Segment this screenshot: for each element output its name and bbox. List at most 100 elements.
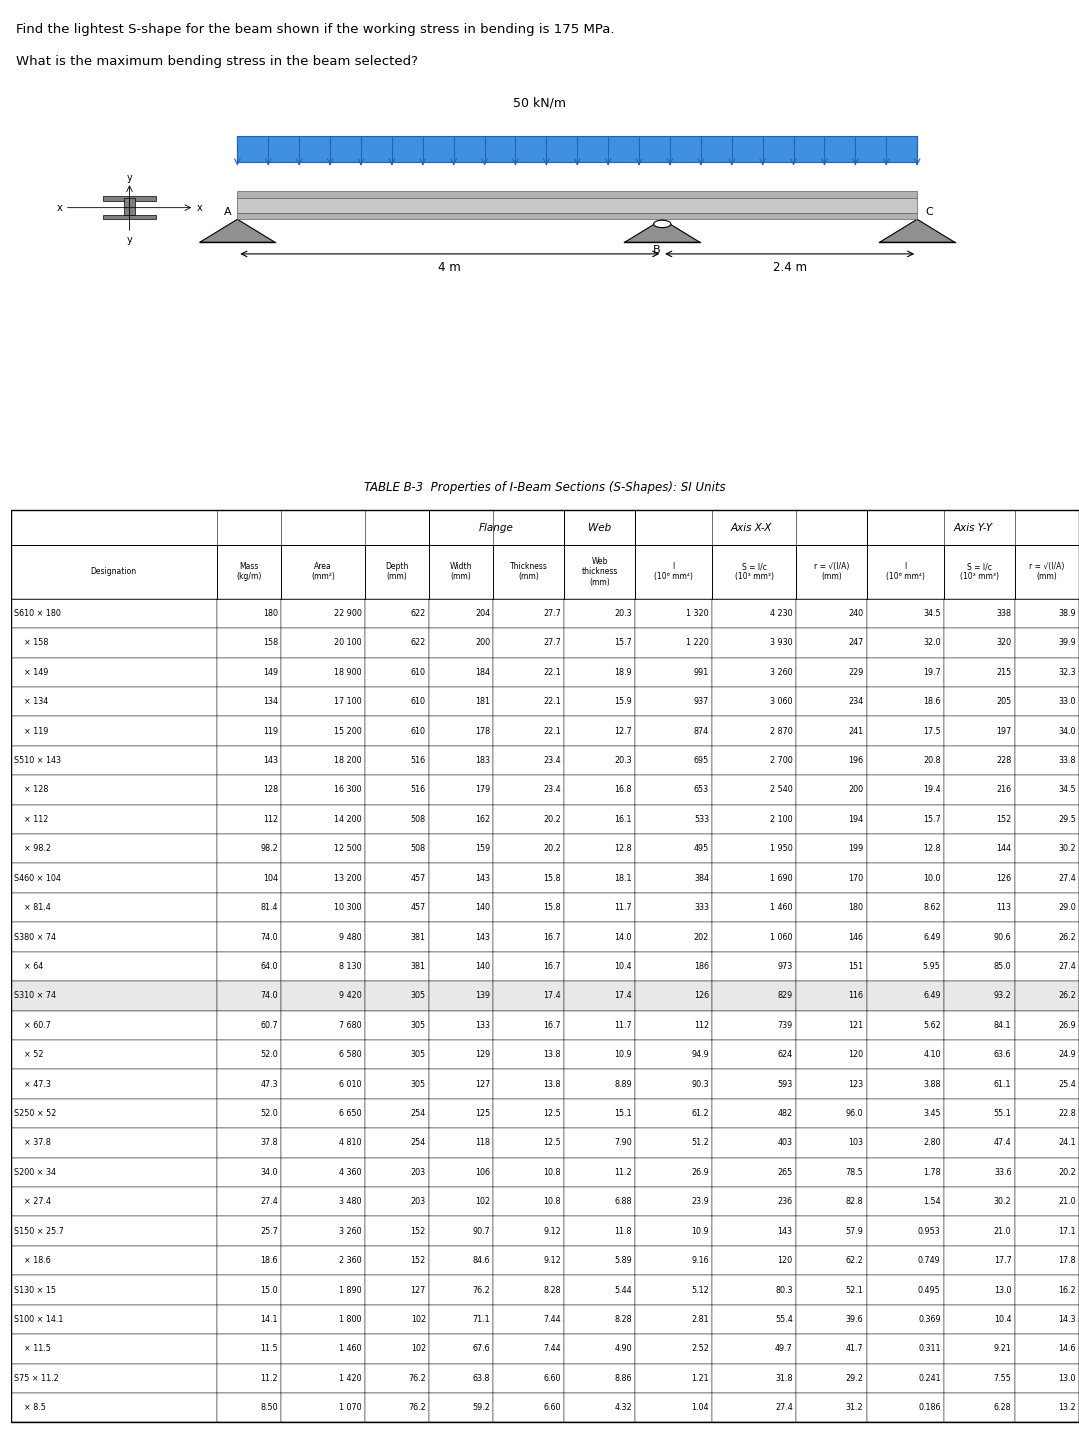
Bar	[1014, 1246, 1079, 1275]
Text: 13.0: 13.0	[1058, 1374, 1076, 1383]
Bar	[217, 686, 281, 717]
Text: 10.4: 10.4	[614, 962, 632, 970]
Bar	[237, 192, 917, 198]
Bar	[281, 952, 365, 981]
Text: 52.1: 52.1	[846, 1285, 863, 1295]
Text: 9.12: 9.12	[543, 1227, 561, 1236]
Bar	[866, 598, 944, 629]
Text: 17.4: 17.4	[544, 991, 561, 1001]
Bar	[634, 923, 712, 952]
Bar	[712, 776, 796, 805]
Text: 50 kN/m: 50 kN/m	[513, 97, 566, 110]
Bar	[493, 981, 564, 1011]
Polygon shape	[625, 219, 700, 242]
Text: 384: 384	[694, 874, 709, 883]
Text: 143: 143	[475, 874, 490, 883]
Text: 90.6: 90.6	[994, 933, 1011, 942]
Bar	[281, 1158, 365, 1187]
Bar	[564, 1275, 634, 1305]
Bar	[634, 686, 712, 717]
Bar	[365, 1393, 429, 1422]
Bar	[429, 686, 493, 717]
Text: 16 300: 16 300	[334, 786, 361, 795]
Text: 47.3: 47.3	[260, 1080, 278, 1089]
Text: 3 260: 3 260	[770, 668, 793, 676]
Polygon shape	[879, 219, 955, 242]
Bar	[281, 658, 365, 686]
Text: 18.6: 18.6	[260, 1256, 278, 1265]
Text: Mass
(kg/m): Mass (kg/m)	[236, 562, 261, 581]
Text: 19.4: 19.4	[923, 786, 941, 795]
Bar	[944, 1099, 1014, 1128]
Bar	[281, 1305, 365, 1334]
Text: I
(10⁶ mm⁴): I (10⁶ mm⁴)	[886, 562, 925, 581]
Text: 10 300: 10 300	[334, 903, 361, 913]
Text: 7.90: 7.90	[614, 1138, 632, 1148]
Text: 55.4: 55.4	[775, 1315, 793, 1324]
Text: y: y	[126, 173, 133, 183]
Text: 10.8: 10.8	[544, 1197, 561, 1207]
Text: 8.89: 8.89	[614, 1080, 632, 1089]
Text: 13.2: 13.2	[1058, 1403, 1076, 1412]
Text: 5.95: 5.95	[923, 962, 941, 970]
Bar	[1014, 1364, 1079, 1393]
Text: 11.2: 11.2	[260, 1374, 278, 1383]
Text: 67.6: 67.6	[473, 1344, 490, 1354]
Bar	[281, 981, 365, 1011]
Bar	[1014, 833, 1079, 864]
Bar	[217, 1334, 281, 1364]
Text: 973: 973	[777, 962, 793, 970]
Text: 236: 236	[778, 1197, 793, 1207]
Text: 194: 194	[848, 815, 863, 823]
Bar	[866, 1040, 944, 1070]
Text: 1.04: 1.04	[692, 1403, 709, 1412]
Circle shape	[654, 221, 671, 228]
Bar	[365, 805, 429, 833]
Bar	[11, 1128, 217, 1158]
Bar	[217, 545, 281, 598]
Text: 18.6: 18.6	[924, 696, 941, 707]
Bar	[281, 1334, 365, 1364]
Text: 215: 215	[996, 668, 1011, 676]
Bar	[866, 658, 944, 686]
Bar	[634, 1305, 712, 1334]
Bar	[429, 1393, 493, 1422]
Text: 7.55: 7.55	[994, 1374, 1011, 1383]
Bar	[944, 981, 1014, 1011]
Text: 216: 216	[996, 786, 1011, 795]
Text: 144: 144	[996, 844, 1011, 854]
Text: 82.8: 82.8	[846, 1197, 863, 1207]
Bar	[1014, 1070, 1079, 1099]
Text: 2 870: 2 870	[770, 727, 793, 735]
Text: 143: 143	[778, 1227, 793, 1236]
Text: 38.9: 38.9	[1058, 609, 1076, 619]
Bar	[1014, 1099, 1079, 1128]
Text: 149: 149	[262, 668, 278, 676]
Bar	[564, 717, 634, 746]
Bar	[944, 1246, 1014, 1275]
Bar	[634, 629, 712, 658]
Bar	[365, 864, 429, 893]
Text: 179: 179	[475, 786, 490, 795]
Text: 403: 403	[778, 1138, 793, 1148]
Text: 6 580: 6 580	[339, 1050, 361, 1060]
Bar	[493, 1334, 564, 1364]
Text: 4 230: 4 230	[770, 609, 793, 619]
Bar	[564, 1158, 634, 1187]
Bar	[11, 893, 217, 923]
Text: 20.3: 20.3	[614, 609, 632, 619]
Text: Web
thickness
(mm): Web thickness (mm)	[582, 557, 618, 587]
Text: 15.7: 15.7	[923, 815, 941, 823]
Bar	[429, 598, 493, 629]
Text: 33.8: 33.8	[1058, 756, 1076, 766]
Bar	[493, 598, 564, 629]
Bar	[866, 923, 944, 952]
Text: 9.12: 9.12	[543, 1256, 561, 1265]
Text: S250 × 52: S250 × 52	[14, 1109, 56, 1118]
Text: 0.241: 0.241	[918, 1374, 941, 1383]
Text: 9.21: 9.21	[994, 1344, 1011, 1354]
Text: 81.4: 81.4	[260, 903, 278, 913]
Bar	[281, 545, 365, 598]
Bar	[365, 1187, 429, 1217]
Text: 152: 152	[411, 1256, 426, 1265]
